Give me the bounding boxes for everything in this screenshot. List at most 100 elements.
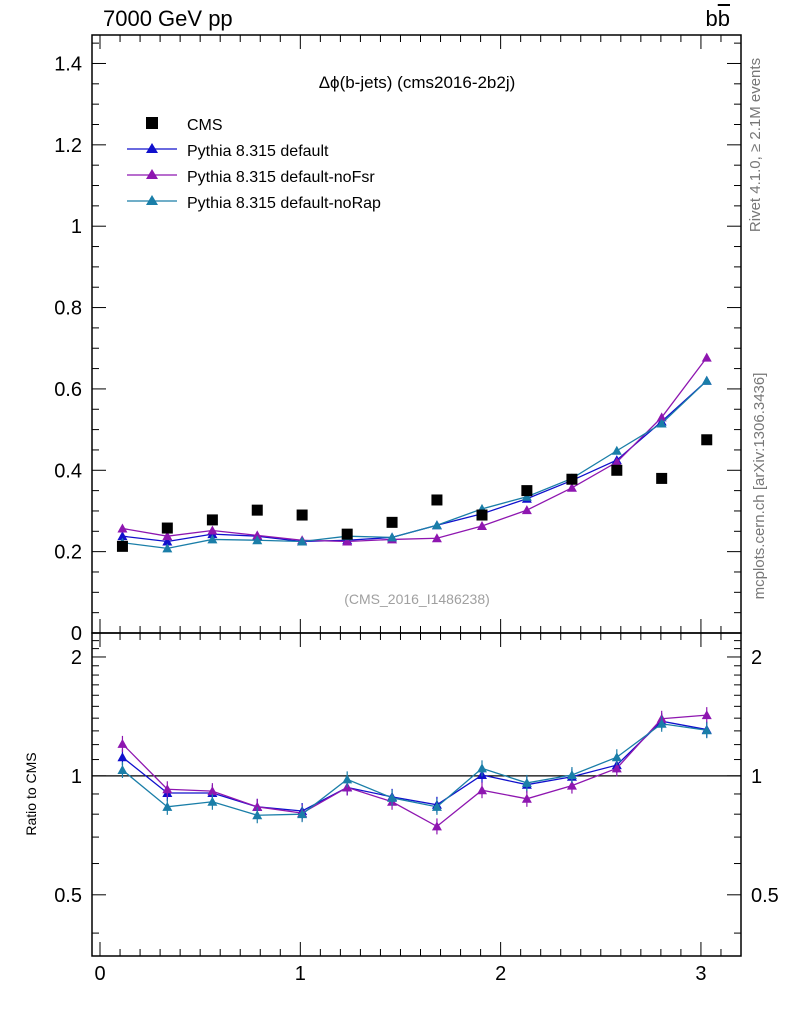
ratio-marker-0 — [117, 752, 128, 762]
ratio-marker-2 — [117, 764, 128, 774]
series-marker-2 — [431, 520, 442, 530]
ratio-marker-2 — [387, 792, 398, 802]
ratio-marker-1 — [611, 763, 622, 773]
data-point — [431, 494, 443, 506]
ratio-y-tick-label: 1 — [71, 766, 82, 788]
ratio-marker-1 — [477, 785, 488, 795]
mcplots-label: mcplots.cern.ch [arXiv:1306.3436] — [751, 373, 768, 600]
data-point — [206, 514, 218, 526]
data-point — [476, 509, 488, 521]
data-point — [341, 528, 353, 540]
series-marker-0 — [117, 531, 128, 541]
ratio-y-tick-label-right: 0.5 — [751, 885, 779, 907]
series-marker-1 — [521, 505, 532, 515]
x-tick-label: 3 — [695, 963, 706, 985]
process-label-b: b — [705, 6, 718, 31]
series-marker-2 — [656, 418, 667, 428]
ratio-axis-label: Ratio to CMS — [23, 752, 39, 835]
process-label: bb — [706, 6, 731, 32]
data-point — [386, 516, 398, 528]
y-tick-label: 1.2 — [54, 135, 82, 157]
chart-title: Δϕ(b-jets) (cms2016-2b2j) — [319, 73, 516, 92]
ratio-marker-2 — [297, 809, 308, 819]
data-point — [611, 464, 623, 476]
series-marker-2 — [521, 491, 532, 501]
collision-label: 7000 GeV pp — [103, 6, 233, 31]
y-tick-label: 1.4 — [54, 53, 82, 75]
ratio-marker-1 — [431, 821, 442, 831]
axis-tick-labels: 0 1 2 3 0 0.2 0.4 0.6 0.8 1 1.2 1.4 0.5 0.5 1 1 2 2 — [54, 53, 779, 985]
data-point — [161, 522, 173, 534]
ratio-marker-1 — [117, 738, 128, 748]
series-marker-2 — [162, 543, 173, 553]
legend-marker-norap — [146, 195, 158, 205]
ratio-marker-2 — [656, 718, 667, 728]
x-tick-label: 1 — [295, 963, 306, 985]
ratio-marker-1 — [701, 710, 712, 720]
legend-marker-default — [146, 143, 158, 153]
ratio-marker-2 — [342, 774, 353, 784]
legend-marker-cms — [146, 117, 158, 129]
series-marker-2 — [207, 534, 218, 544]
ratio-marker-2 — [477, 763, 488, 773]
legend-label-default: Pythia 8.315 default — [187, 143, 329, 160]
series-marker-1 — [477, 521, 488, 531]
ratio-marker-1 — [162, 784, 173, 794]
axis-ticks — [92, 35, 742, 956]
x-tick-label: 2 — [495, 963, 506, 985]
series-marker-1 — [252, 530, 263, 540]
ratio-marker-1 — [207, 786, 218, 796]
series-marker-2 — [701, 375, 712, 385]
data-point — [566, 473, 578, 485]
process-label-bbar: b — [717, 6, 730, 31]
legend-label-norap: Pythia 8.315 default-noRap — [187, 195, 381, 212]
legend-label-nofsr: Pythia 8.315 default-noFsr — [187, 169, 375, 186]
ratio-marker-2 — [431, 801, 442, 811]
series-line-2 — [122, 380, 708, 550]
y-tick-label: 0.6 — [54, 379, 82, 401]
series-marker-1 — [656, 412, 667, 422]
series-marker-1 — [162, 531, 173, 541]
series-marker-1 — [611, 457, 622, 467]
ratio-marker-1 — [566, 780, 577, 790]
x-tick-label: 0 — [94, 963, 105, 985]
ratio-y-tick-label-right: 2 — [751, 647, 762, 669]
legend: CMS Pythia 8.315 default Pythia 8.315 de… — [127, 117, 381, 212]
ratio-y-tick-label-right: 1 — [751, 766, 762, 788]
ratio-marker-1 — [521, 793, 532, 803]
y-tick-label: 0.2 — [54, 542, 82, 564]
ratio-marker-2 — [207, 796, 218, 806]
y-tick-label: 0.4 — [54, 460, 82, 482]
series-marker-1 — [342, 536, 353, 546]
ratio-marker-2 — [701, 725, 712, 735]
series-marker-2 — [387, 532, 398, 542]
series-marker-2 — [611, 445, 622, 455]
data-point — [296, 509, 308, 521]
legend-label-cms: CMS — [187, 117, 223, 134]
ratio-marker-1 — [252, 801, 263, 811]
data-point — [656, 472, 668, 484]
data-point — [116, 540, 128, 552]
ratio-panel-frame — [91, 632, 742, 957]
ratio-marker-2 — [162, 801, 173, 811]
series-marker-2 — [252, 535, 263, 545]
series-marker-1 — [431, 533, 442, 543]
data-point — [701, 434, 713, 446]
series-layer — [116, 352, 713, 835]
series-marker-1 — [566, 482, 577, 492]
analysis-watermark: (CMS_2016_I1486238) — [344, 591, 490, 607]
series-line-1 — [122, 357, 708, 543]
legend-marker-nofsr — [146, 169, 158, 179]
series-marker-1 — [117, 523, 128, 533]
series-marker-0 — [162, 536, 173, 546]
ratio-y-tick-label: 0.5 — [54, 885, 82, 907]
series-marker-2 — [297, 536, 308, 546]
ratio-line-2 — [122, 723, 707, 816]
ratio-line-0 — [122, 720, 707, 812]
ratio-marker-2 — [611, 752, 622, 762]
y-tick-label: 0 — [71, 623, 82, 645]
ratio-marker-2 — [252, 810, 263, 820]
series-marker-1 — [207, 525, 218, 535]
y-tick-label: 0.8 — [54, 298, 82, 320]
data-point — [251, 504, 263, 516]
